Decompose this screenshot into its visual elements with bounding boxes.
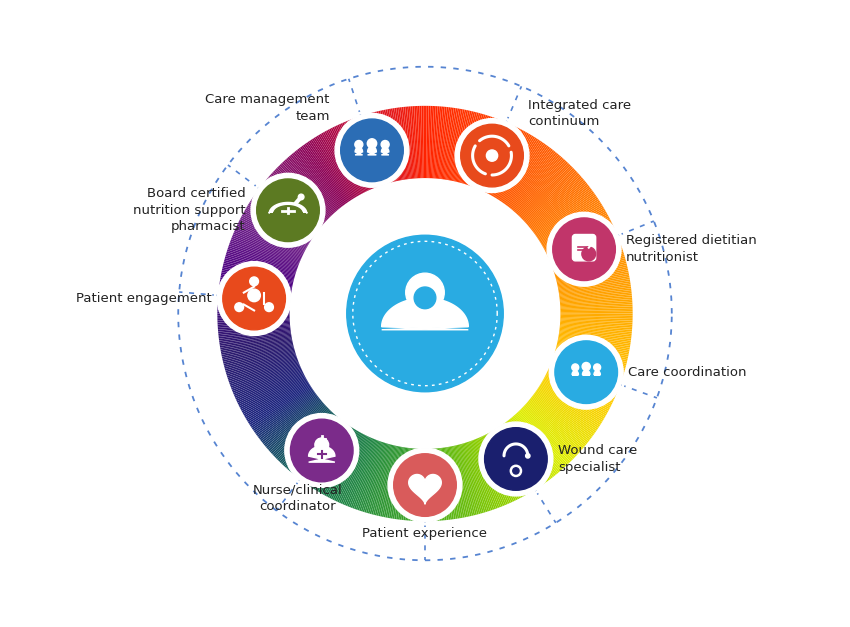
Circle shape [381, 140, 389, 149]
Polygon shape [582, 370, 590, 375]
FancyBboxPatch shape [572, 234, 596, 261]
Circle shape [235, 303, 244, 312]
Circle shape [510, 465, 522, 477]
Circle shape [549, 335, 623, 409]
Circle shape [341, 119, 403, 182]
Text: Wound care
specialist: Wound care specialist [558, 445, 638, 474]
Circle shape [513, 468, 519, 474]
Text: Care coordination: Care coordination [628, 366, 747, 379]
Circle shape [347, 235, 503, 392]
Circle shape [552, 218, 615, 280]
Polygon shape [367, 146, 377, 155]
Text: Board certified
nutrition support
pharmacist: Board certified nutrition support pharma… [133, 187, 246, 233]
Circle shape [525, 454, 530, 458]
Polygon shape [355, 147, 363, 155]
Circle shape [547, 213, 621, 286]
Polygon shape [382, 298, 468, 330]
Circle shape [291, 419, 353, 482]
Circle shape [388, 448, 462, 522]
Circle shape [335, 113, 409, 187]
Text: Patient engagement: Patient engagement [76, 292, 212, 305]
Circle shape [555, 341, 617, 403]
Circle shape [257, 179, 320, 241]
Polygon shape [382, 147, 388, 155]
Polygon shape [309, 446, 335, 462]
Circle shape [285, 414, 359, 487]
Circle shape [414, 287, 436, 308]
Circle shape [354, 140, 363, 149]
Circle shape [486, 150, 497, 161]
Circle shape [593, 364, 601, 371]
Circle shape [223, 267, 286, 330]
Circle shape [582, 247, 596, 261]
Circle shape [367, 139, 377, 148]
Text: Integrated care
continuum: Integrated care continuum [528, 98, 632, 128]
Circle shape [479, 422, 552, 496]
Text: Registered dietitian
nutritionist: Registered dietitian nutritionist [626, 234, 757, 264]
Polygon shape [572, 371, 579, 375]
Circle shape [250, 277, 258, 286]
Circle shape [248, 289, 260, 302]
Circle shape [251, 173, 325, 247]
Circle shape [394, 454, 456, 517]
Polygon shape [269, 203, 307, 213]
Text: Patient experience: Patient experience [362, 527, 488, 540]
Circle shape [314, 438, 329, 452]
Text: Care management
team: Care management team [206, 93, 330, 123]
Polygon shape [274, 206, 302, 213]
Circle shape [264, 303, 274, 312]
Polygon shape [594, 371, 600, 375]
Circle shape [217, 261, 291, 335]
Circle shape [455, 119, 529, 192]
Circle shape [484, 428, 547, 490]
Circle shape [461, 124, 524, 187]
Circle shape [582, 362, 590, 371]
Text: Nurse/clinical
coordinator: Nurse/clinical coordinator [252, 484, 343, 514]
Circle shape [298, 194, 304, 200]
Circle shape [405, 273, 445, 312]
Circle shape [572, 364, 579, 371]
Polygon shape [409, 475, 441, 504]
